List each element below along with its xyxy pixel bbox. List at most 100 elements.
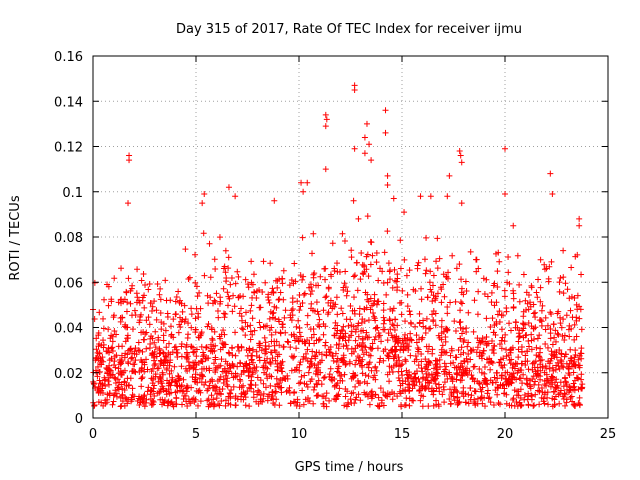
data-point — [516, 281, 523, 288]
data-point — [296, 367, 303, 374]
data-point — [141, 292, 148, 299]
data-point — [182, 316, 189, 323]
data-point — [418, 351, 425, 358]
data-point — [386, 316, 393, 323]
data-point — [413, 368, 420, 375]
data-point — [169, 349, 176, 356]
data-point — [423, 267, 430, 274]
data-point — [294, 399, 301, 406]
data-point — [414, 348, 421, 355]
data-point — [238, 305, 245, 312]
data-point — [452, 328, 459, 335]
data-point — [374, 298, 381, 305]
data-point — [325, 285, 332, 292]
data-point — [418, 336, 425, 343]
data-point — [139, 374, 146, 381]
data-point — [139, 397, 146, 404]
data-point — [305, 369, 312, 376]
data-point — [323, 293, 330, 300]
data-point — [244, 365, 251, 372]
data-point — [503, 381, 510, 388]
data-point — [157, 385, 164, 392]
data-point — [175, 377, 182, 384]
data-point — [211, 360, 218, 367]
data-point — [193, 283, 200, 290]
data-point — [164, 377, 171, 384]
data-point — [556, 347, 563, 353]
data-point — [256, 286, 263, 293]
data-point — [401, 331, 408, 338]
data-point — [292, 278, 299, 285]
data-point — [462, 278, 469, 285]
data-point — [543, 382, 550, 389]
data-point — [535, 387, 542, 394]
data-point — [143, 329, 150, 336]
data-point — [268, 395, 275, 402]
data-point — [413, 356, 420, 363]
data-point — [376, 332, 383, 339]
data-point — [218, 356, 225, 363]
data-point — [484, 387, 491, 394]
data-point — [444, 304, 451, 311]
data-point — [131, 348, 138, 355]
data-point — [212, 299, 219, 306]
data-point — [414, 265, 421, 272]
data-point — [186, 362, 193, 369]
data-point — [393, 278, 400, 285]
data-point — [546, 365, 553, 372]
data-point — [199, 200, 206, 207]
data-point — [122, 350, 129, 357]
data-point — [355, 333, 362, 340]
data-point — [206, 382, 213, 389]
data-point — [250, 271, 257, 278]
data-point — [571, 336, 578, 343]
data-point — [356, 311, 363, 318]
data-point — [242, 276, 249, 283]
data-point — [336, 335, 343, 342]
data-point — [531, 402, 538, 409]
data-point — [573, 374, 580, 381]
data-point — [418, 383, 425, 390]
data-point — [296, 307, 303, 314]
data-point — [359, 363, 366, 370]
data-point — [557, 379, 564, 386]
data-point — [146, 321, 153, 328]
data-point — [476, 365, 483, 372]
data-point — [522, 297, 529, 304]
data-point — [100, 337, 107, 344]
data-point — [557, 356, 564, 363]
data-point — [297, 303, 304, 310]
data-point — [432, 357, 439, 364]
data-point — [486, 394, 493, 401]
data-point — [217, 390, 224, 397]
grid-lines — [93, 56, 608, 418]
data-point — [131, 368, 138, 375]
data-point — [434, 265, 441, 272]
data-point — [465, 339, 472, 346]
data-point — [528, 323, 535, 330]
data-point — [274, 381, 281, 388]
data-point — [151, 348, 158, 355]
data-point — [304, 346, 311, 353]
data-point — [259, 398, 266, 405]
data-point — [165, 382, 172, 389]
data-point — [545, 278, 552, 285]
data-point — [141, 336, 148, 343]
data-point — [547, 330, 554, 337]
data-point — [160, 320, 167, 327]
data-point — [494, 384, 501, 391]
data-point — [424, 348, 431, 355]
data-point — [363, 120, 370, 127]
data-point — [387, 326, 394, 333]
data-point — [173, 395, 180, 402]
data-point — [340, 334, 347, 341]
data-point — [142, 281, 149, 288]
data-point — [225, 293, 232, 300]
data-point — [304, 383, 311, 390]
data-point — [534, 294, 541, 301]
data-point — [144, 388, 151, 395]
data-point — [559, 333, 566, 340]
data-point — [245, 284, 252, 291]
data-point — [402, 318, 409, 325]
data-point — [133, 351, 140, 358]
